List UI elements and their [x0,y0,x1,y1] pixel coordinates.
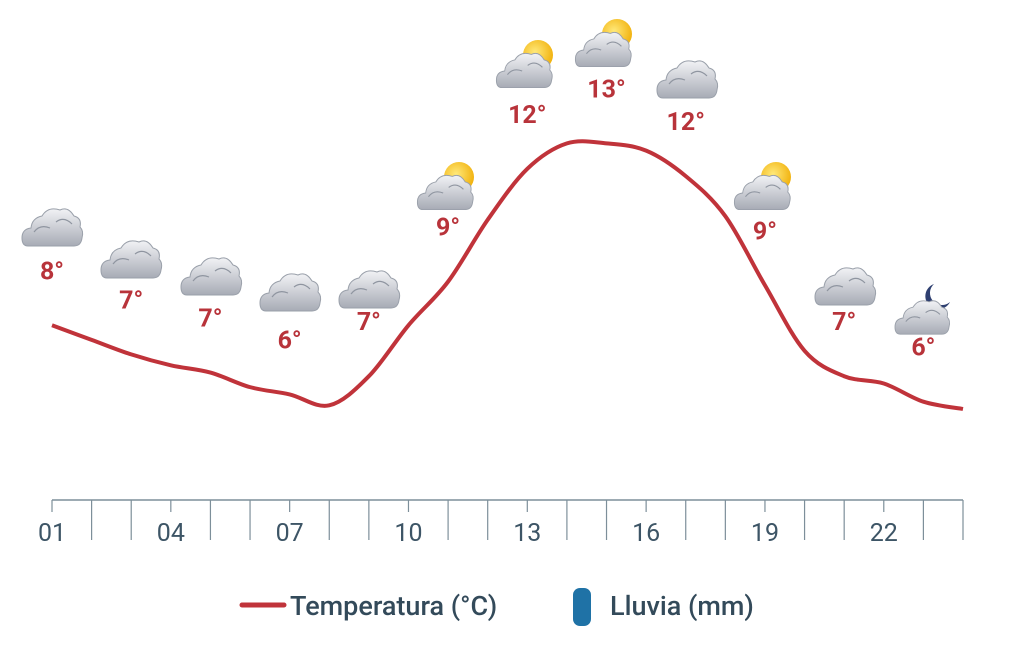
icon [259,273,322,312]
icon [417,162,474,210]
value-label: 9° [753,217,777,246]
x-tick-label: 10 [394,519,422,548]
x-tick-label: 13 [513,519,541,548]
value-label: 7° [198,305,222,334]
legend-label: Lluvia (mm) [610,590,754,622]
x-tick-label: 22 [870,519,898,548]
value-label: 6° [278,326,302,355]
value-label: 12° [508,101,546,130]
icon [656,60,719,99]
weather-icons [21,19,950,334]
x-tick-label: 04 [157,519,185,548]
icon [734,162,791,210]
value-label: 7° [119,286,143,315]
icon [496,40,553,88]
value-label: 6° [911,334,935,363]
value-label: 7° [832,308,856,337]
icon [814,267,877,306]
x-tick-label: 16 [632,519,660,548]
icon [100,240,163,279]
x-tick-label: 19 [751,519,779,548]
value-label: 8° [40,257,64,286]
value-label: 13° [587,75,625,104]
icon [895,284,950,334]
legend-label: Temperatura (°C) [290,590,497,622]
icon [575,19,632,67]
icon [180,257,243,296]
icon [338,270,401,309]
legend-swatch [573,588,591,626]
x-tick-label: 01 [38,519,66,548]
x-tick-label: 07 [276,519,304,548]
value-label: 9° [436,214,460,243]
temperature-line [51,139,964,411]
value-label: 7° [357,308,381,337]
value-label: 12° [667,108,705,137]
icon [21,208,84,247]
legend: Temperatura (°C) Lluvia (mm) [239,588,754,626]
